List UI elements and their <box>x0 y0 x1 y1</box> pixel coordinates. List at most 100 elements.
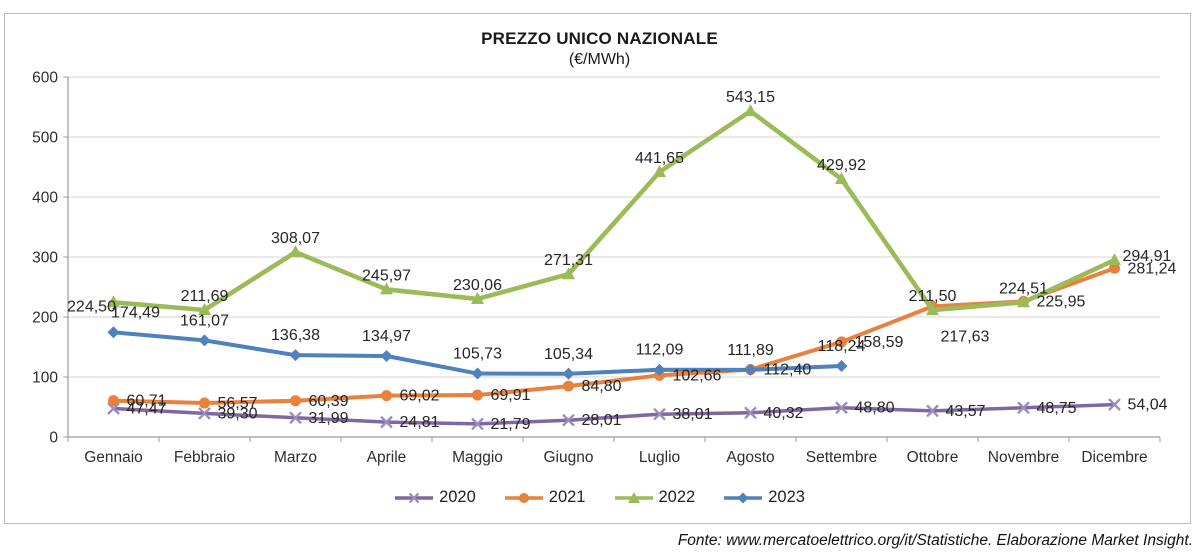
legend-marker-icon <box>395 492 434 503</box>
triangle-marker-icon <box>744 104 757 117</box>
data-label-2020: 21,79 <box>491 416 531 433</box>
data-label-2022: 543,15 <box>726 89 775 106</box>
month-label: Settembre <box>806 449 878 466</box>
data-label-2021: 56,57 <box>218 395 258 412</box>
diamond-marker-icon <box>198 334 211 347</box>
data-label-2022: 245,97 <box>362 267 411 284</box>
legend-marker-icon <box>504 492 543 503</box>
data-label-2023: 118,24 <box>818 338 866 355</box>
series-2020-markers <box>107 398 1121 431</box>
data-label-2020: 28,01 <box>582 412 622 429</box>
data-label-2022: 211,50 <box>909 288 957 305</box>
series-2021-line <box>113 266 1116 406</box>
diamond-marker-icon <box>107 326 120 339</box>
series-2020-line <box>113 402 1115 426</box>
triangle-marker-icon <box>653 165 666 178</box>
y-axis-tick-label: 400 <box>32 190 58 207</box>
data-label-2021: 281,24 <box>1128 260 1177 277</box>
triangle-marker-icon <box>926 303 939 316</box>
month-label: Gennaio <box>84 449 143 466</box>
data-label-2021: 60,71 <box>127 393 167 410</box>
data-label-2023: 111,89 <box>727 342 774 359</box>
data-label-2022: 294,91 <box>1123 248 1172 265</box>
legend-item-2020: 2020 <box>394 488 476 507</box>
triangle-marker-icon <box>380 282 393 295</box>
diamond-marker-icon <box>562 367 575 380</box>
diamond-marker-icon <box>835 360 848 373</box>
y-axis-tick-label: 200 <box>32 310 58 327</box>
triangle-marker-icon <box>289 245 302 258</box>
x-marker-icon <box>380 415 393 429</box>
data-label-2022: 429,92 <box>817 157 866 174</box>
data-label-2022: 441,65 <box>635 150 684 167</box>
month-label: Maggio <box>452 449 503 466</box>
data-label-2022: 271,31 <box>544 252 593 269</box>
data-label-2020: 54,04 <box>1128 397 1168 414</box>
data-label-2022: 211,69 <box>181 288 229 305</box>
data-label-2023: 174,49 <box>111 304 160 321</box>
data-label-2023: 136,38 <box>271 327 320 344</box>
month-label: Agosto <box>726 449 774 466</box>
data-label-2022: 224,51 <box>999 280 1048 297</box>
x-marker-icon <box>562 413 575 427</box>
series-2022-markers <box>107 104 1121 316</box>
x-marker-icon <box>471 417 484 431</box>
data-label-2020: 38,01 <box>673 406 713 423</box>
data-label-2021: 60,39 <box>309 393 349 410</box>
legend-marker-icon <box>614 491 653 503</box>
month-label: Novembre <box>988 449 1060 466</box>
triangle-marker-icon <box>1017 295 1030 308</box>
chart-container <box>4 13 1191 524</box>
circle-marker-icon <box>1109 262 1120 274</box>
x-marker-icon <box>1108 398 1121 411</box>
triangle-marker-icon <box>1108 253 1121 266</box>
x-marker-icon <box>198 407 211 420</box>
data-label-2021: 69,02 <box>400 388 440 405</box>
diamond-marker-icon <box>653 363 666 376</box>
triangle-marker-icon <box>107 295 120 308</box>
diamond-marker-icon <box>744 363 757 376</box>
legend-item-label: 2020 <box>439 488 476 506</box>
month-label: Febbraio <box>174 449 235 466</box>
diamond-marker-icon <box>471 367 484 380</box>
x-marker-icon <box>1017 401 1030 415</box>
data-label-2020: 48,80 <box>855 400 895 417</box>
y-axis-tick-label: 500 <box>32 130 58 147</box>
data-label-2022: 230,06 <box>453 277 502 294</box>
data-label-2021: 69,91 <box>491 387 531 404</box>
circle-marker-icon <box>472 389 483 401</box>
triangle-marker-icon <box>835 172 848 185</box>
y-axis-tick-label: 600 <box>32 70 58 87</box>
data-label-2020: 48,75 <box>1037 400 1077 417</box>
source-note: Fonte: www.mercatoelettrico.org/it/Stati… <box>677 532 1193 549</box>
chart-subtitle: (€/MWh) <box>568 51 631 68</box>
legend-item-2021: 2021 <box>504 488 586 507</box>
data-label-2021: 225,95 <box>1037 293 1086 310</box>
legend-item-label: 2021 <box>548 488 586 506</box>
data-label-2022: 224,50 <box>67 298 116 315</box>
data-label-2021: 217,63 <box>941 328 990 345</box>
triangle-marker-icon <box>471 291 484 304</box>
x-marker-icon <box>107 402 120 415</box>
month-label: Luglio <box>639 449 680 466</box>
data-label-2021: 102,66 <box>673 367 722 384</box>
legend-marker-icon <box>724 492 763 503</box>
x-marker-icon <box>653 407 666 421</box>
month-label: Ottobre <box>907 449 959 466</box>
y-axis-tick-label: 300 <box>32 250 58 267</box>
chart-legend: 2020 2021 2022 2023 <box>0 488 1199 507</box>
month-label: Dicembre <box>1081 449 1147 466</box>
circle-marker-icon <box>381 390 392 402</box>
series-2023-markers <box>107 326 848 380</box>
x-marker-icon <box>289 411 302 425</box>
month-label: Marzo <box>274 449 317 466</box>
legend-item-label: 2022 <box>658 488 696 506</box>
circle-marker-icon <box>199 397 210 409</box>
data-label-2020: 39,30 <box>218 405 258 422</box>
data-label-2023: 105,34 <box>544 346 593 363</box>
y-axis-tick-label: 100 <box>32 370 58 387</box>
data-label-2023: 112,09 <box>636 342 684 359</box>
triangle-marker-icon <box>562 267 575 280</box>
